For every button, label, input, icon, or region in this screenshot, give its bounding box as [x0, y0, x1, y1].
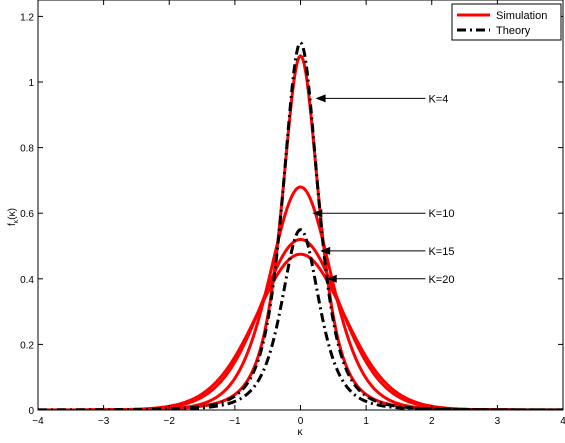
x-tick-label: 4: [560, 416, 565, 427]
series-line-5: [38, 41, 563, 410]
y-tick-label: 0.2: [20, 340, 34, 351]
annotation-label: K=4: [428, 93, 448, 105]
series-line-6: [38, 228, 563, 410]
y-tick-label: 0.6: [20, 209, 34, 220]
y-tick-label: 1.2: [20, 12, 34, 23]
annotation-label: K=20: [428, 274, 454, 286]
y-tick-label: 0: [28, 406, 34, 417]
legend-label-simulation: Simulation: [496, 10, 547, 22]
chart-axes: −4 −3 −2 −1 0 1 2 3 4 0 0.2 0.4 0.6 0.8 1 1.2: [20, 0, 565, 427]
annotation-label: K=10: [428, 208, 454, 220]
x-tick-label: 0: [298, 416, 304, 427]
annotation-label: K=15: [428, 246, 454, 258]
x-tick-label: 1: [363, 416, 369, 427]
annotation-arrowhead: [315, 94, 326, 103]
x-tick-label: 2: [429, 416, 435, 427]
x-tick-label: −2: [164, 416, 176, 427]
x-tick-label: −4: [32, 416, 44, 427]
chart-curves: [38, 41, 563, 410]
annotation-arrowhead: [312, 209, 323, 218]
series-line-2: [38, 185, 563, 410]
series-line-3: [38, 237, 563, 410]
plot-frame: [37, 0, 564, 411]
series-line-4: [38, 252, 563, 410]
annotation-arrowhead: [320, 246, 331, 255]
y-tick-label: 0.8: [20, 144, 34, 155]
x-tick-label: 3: [495, 416, 501, 427]
y-tick-label: 1: [28, 78, 34, 89]
chart-annotations: K=4 K=10 K=15 K=20: [312, 93, 454, 286]
chart-legend: Simulation Theory: [451, 3, 562, 41]
annotation-arrowhead: [326, 274, 337, 283]
x-tick-label: −3: [98, 416, 110, 427]
legend-label-theory: Theory: [496, 25, 531, 37]
x-axis-label: κ: [298, 427, 304, 438]
series-line-1: [38, 54, 563, 410]
x-tick-label: −1: [229, 416, 241, 427]
y-tick-label: 0.4: [20, 275, 34, 286]
y-axis-label: fκ(κ): [7, 208, 20, 226]
